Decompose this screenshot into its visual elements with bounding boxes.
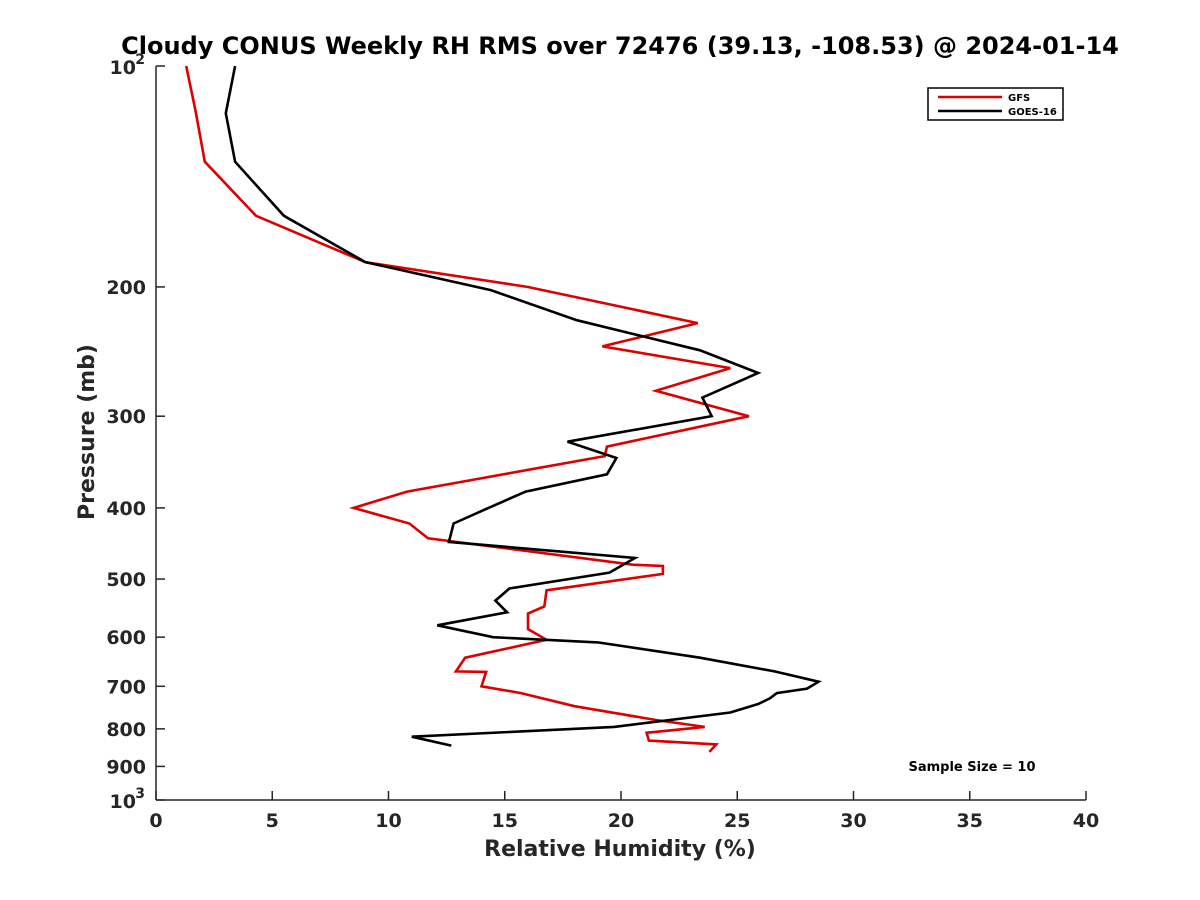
legend: GFS GOES-16 [927, 87, 1064, 121]
y-tick-label: 900 [106, 756, 146, 778]
y-tick-label: 300 [106, 406, 146, 428]
y-tick-label: 700 [106, 676, 146, 698]
x-tick-label: 40 [1073, 810, 1099, 832]
y-tick-label: 10 [110, 791, 136, 813]
x-tick-label: 20 [608, 810, 634, 832]
legend-box [927, 87, 1064, 121]
legend-items: GFS GOES-16 [938, 93, 1057, 118]
y-tick-label: 600 [106, 627, 146, 649]
legend-label: GFS [1008, 93, 1030, 104]
x-tick-label: 35 [957, 810, 983, 832]
y-tick-label: 500 [106, 569, 146, 591]
x-tick-label: 30 [840, 810, 866, 832]
y-axis-label: Pressure (mb) [75, 344, 100, 520]
y-tick-label: 800 [106, 719, 146, 741]
x-tick-label: 25 [724, 810, 750, 832]
x-tick-label: 0 [149, 810, 162, 832]
x-tick-label: 15 [492, 810, 518, 832]
y-tick-label-exponent: 2 [135, 52, 145, 68]
series-layer [184, 65, 823, 753]
y-tick-label-base: 10 [110, 57, 136, 79]
sample-size-note: Sample Size = 10 [908, 760, 1035, 775]
series-line-goes-16 [224, 65, 823, 747]
x-tick-label: 5 [266, 810, 279, 832]
y-tick-label: 400 [106, 498, 146, 520]
y-tick-label: 10 [110, 57, 136, 79]
y-tick-label-base: 10 [110, 791, 136, 813]
chart-title: Cloudy CONUS Weekly RH RMS over 72476 (3… [121, 32, 1119, 60]
y-tick-label: 200 [106, 277, 146, 299]
x-axis-label: Relative Humidity (%) [484, 837, 756, 862]
legend-label: GOES-16 [1008, 107, 1057, 118]
y-tick-label-exponent: 3 [135, 786, 145, 802]
series-line-gfs [184, 65, 750, 753]
x-tick-label: 10 [375, 810, 401, 832]
